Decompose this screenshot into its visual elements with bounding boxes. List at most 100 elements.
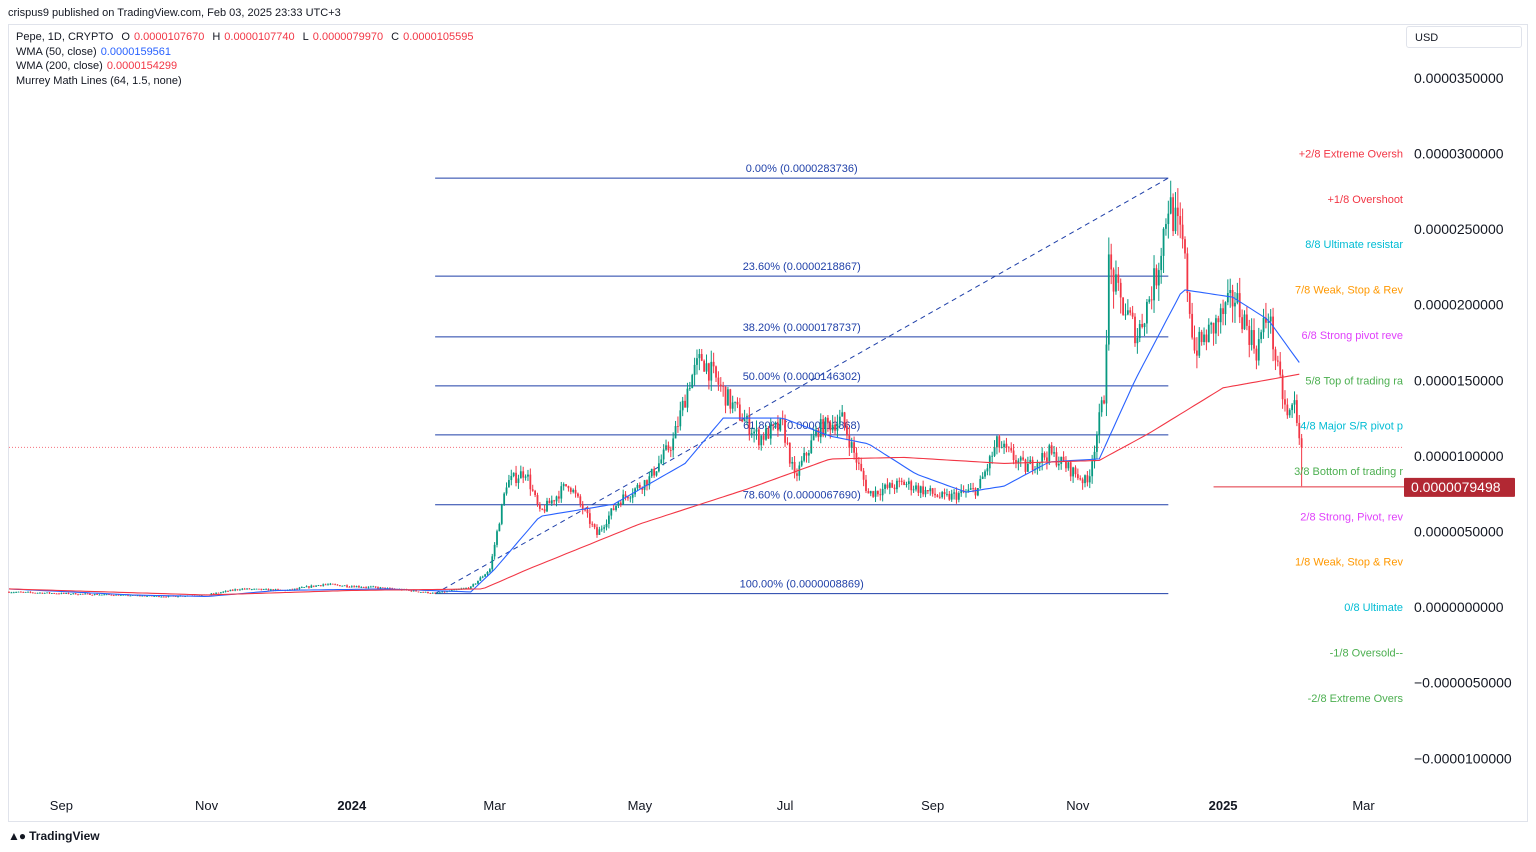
- candle-body: [341, 585, 344, 587]
- candle-body: [155, 595, 158, 597]
- candle-body: [436, 592, 439, 594]
- candle-body: [1129, 310, 1132, 313]
- candle-body: [605, 523, 608, 528]
- candle-body: [362, 587, 365, 588]
- candle-body: [55, 593, 58, 595]
- candle-body: [1107, 254, 1110, 345]
- candle-body: [469, 586, 472, 589]
- candle-body: [998, 436, 1001, 448]
- candle-body: [253, 588, 256, 590]
- candle-body: [1193, 337, 1196, 351]
- murrey-label-5: 5/8 Top of trading ra: [1305, 375, 1404, 387]
- symbol-label[interactable]: Pepe, 1D, CRYPTO: [16, 31, 114, 43]
- open-value: 0.0000107670: [133, 31, 205, 43]
- candle-body: [972, 488, 975, 489]
- candle-body: [941, 492, 944, 498]
- candle-body: [305, 586, 308, 588]
- candle-body: [681, 400, 684, 411]
- candle-body: [1267, 321, 1270, 323]
- candle-body: [105, 594, 108, 596]
- candle-body: [60, 592, 63, 594]
- candle-body: [324, 584, 327, 586]
- candle-body: [715, 366, 717, 378]
- candle-body: [993, 447, 996, 456]
- candle-body: [515, 472, 517, 483]
- candle-body: [724, 386, 727, 406]
- candle-body: [796, 473, 798, 476]
- candle-body: [738, 404, 741, 421]
- candle-body: [996, 436, 998, 448]
- chart-pane[interactable]: [8, 24, 1528, 822]
- wma50-value: 0.0000159561: [100, 45, 172, 58]
- candle-body: [1043, 453, 1046, 458]
- candle-body: [229, 589, 232, 592]
- currency-selector[interactable]: USD: [1406, 26, 1522, 48]
- candle-body: [1024, 459, 1027, 472]
- candle-body: [1184, 239, 1186, 254]
- candle-body: [167, 595, 170, 597]
- candle-body: [976, 488, 979, 496]
- candle-body: [141, 595, 144, 597]
- candle-body: [846, 425, 848, 436]
- candle-body: [1222, 308, 1224, 315]
- candle-body: [779, 418, 782, 431]
- candle-body: [662, 449, 665, 460]
- candle-body: [1134, 316, 1136, 344]
- footer-brand[interactable]: ▲● TradingView: [8, 829, 100, 843]
- legend-wma50-row[interactable]: WMA (50, close) 0.0000159561: [16, 45, 473, 60]
- candle-body: [1257, 339, 1260, 361]
- candle-body: [43, 592, 46, 594]
- candle-body: [517, 478, 520, 483]
- candle-body: [907, 481, 910, 485]
- candle-body: [1245, 314, 1248, 326]
- candle-body: [474, 583, 477, 585]
- candle-body: [8, 591, 10, 593]
- candle-body: [560, 486, 563, 499]
- legend-wma200-row[interactable]: WMA (200, close) 0.0000154299: [16, 59, 473, 74]
- candle-body: [915, 485, 917, 490]
- fib-label-2: 38.20% (0.0000178737): [743, 322, 861, 334]
- candle-body: [27, 591, 29, 593]
- fib-label-4: 61.80% (0.0000113868): [743, 420, 860, 432]
- legend-murrey-row[interactable]: Murrey Math Lines (64, 1.5, none): [16, 74, 473, 89]
- candle-body: [1019, 457, 1022, 461]
- fib-label-1: 23.60% (0.0000218867): [743, 261, 861, 273]
- candle-body: [812, 435, 815, 441]
- candle-body: [769, 424, 772, 439]
- candle-body: [479, 577, 482, 581]
- candle-body: [836, 423, 839, 431]
- candle-body: [1148, 299, 1151, 302]
- price-axis: 0.0000350000 0.0000300000 0.0000250000 0.00…: [9, 70, 1515, 766]
- candle-body: [496, 531, 498, 545]
- price-tick-2: 0.0000250000: [1414, 221, 1504, 237]
- candle-body: [876, 490, 879, 495]
- high-value: 0.0000107740: [224, 31, 295, 43]
- candle-body: [1053, 452, 1055, 454]
- candle-body: [1012, 450, 1015, 461]
- candle-body: [227, 590, 229, 592]
- candle-body: [153, 596, 156, 597]
- candle-body: [865, 479, 867, 492]
- candle-body: [39, 592, 41, 594]
- candle-body: [312, 585, 315, 587]
- candle-body: [429, 593, 432, 594]
- candle-body: [931, 488, 934, 494]
- price-tick-7: 0.0000000000: [1414, 599, 1504, 615]
- candle-body: [1122, 297, 1124, 315]
- time-tick-5: Jul: [777, 798, 794, 813]
- candle-body: [1200, 331, 1203, 343]
- candle-body: [48, 592, 51, 594]
- candle-body: [569, 488, 572, 492]
- candle-body: [1274, 349, 1277, 361]
- close-value: 0.0000105595: [403, 31, 474, 43]
- candle-body: [677, 426, 679, 427]
- candle-body: [388, 588, 391, 589]
- murrey-label-11: -1/8 Oversold--: [1330, 647, 1404, 659]
- candle-body: [241, 588, 244, 590]
- candle-body: [508, 480, 510, 488]
- candle-body: [96, 594, 98, 595]
- candle-body: [1219, 308, 1222, 323]
- candle-body: [455, 589, 458, 591]
- candle-body: [1048, 445, 1051, 462]
